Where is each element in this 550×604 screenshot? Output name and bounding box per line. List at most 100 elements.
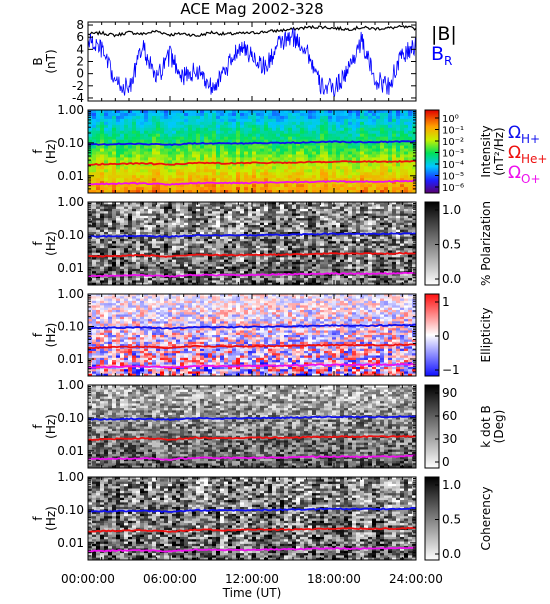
spectrogram-cell: [124, 244, 128, 247]
spectrogram-cell: [292, 267, 296, 270]
spectrogram-cell: [268, 187, 272, 190]
figure-title: ACE Mag 2002-328: [180, 0, 323, 18]
spectrogram-cell: [160, 278, 164, 281]
spectrogram-cell: [336, 214, 340, 217]
spectrogram-cell: [96, 223, 100, 226]
spectrogram-cell: [324, 184, 328, 187]
spectrogram-cell: [172, 146, 176, 149]
spectrogram-cell: [132, 211, 136, 214]
spectrogram-cell: [144, 137, 148, 140]
spectrogram-cell: [400, 128, 404, 131]
spectrogram-cell: [312, 116, 316, 119]
spectrogram-cell: [360, 134, 364, 137]
spectrogram-cell: [320, 244, 324, 247]
spectrogram-cell: [140, 244, 144, 247]
spectrogram-cell: [120, 262, 124, 265]
spectrogram-cell: [356, 227, 360, 230]
spectrogram-cell: [404, 143, 408, 146]
spectrogram-cell: [128, 154, 132, 157]
spectrogram-cell: [120, 137, 124, 140]
spectrogram-cell: [340, 218, 344, 221]
spectrogram-cell: [212, 140, 216, 143]
spectrogram-cell: [348, 218, 352, 221]
spectrogram-cell: [164, 227, 168, 230]
spectrogram-cell: [216, 125, 220, 128]
spectrogram-cell: [204, 152, 208, 155]
spectrogram-cell: [160, 230, 164, 233]
spectrogram-cell: [300, 169, 304, 172]
spectrogram-cell: [220, 230, 224, 233]
spectrogram-cell: [216, 178, 220, 181]
spectrogram-cell: [236, 237, 240, 240]
spectrogram-cell: [148, 204, 152, 207]
spectrogram-cell: [352, 204, 356, 207]
spectrogram-cell: [104, 137, 108, 140]
spectrogram-cell: [396, 163, 400, 166]
spectrogram-cell: [120, 154, 124, 157]
spectrogram-cell: [360, 241, 364, 244]
spectrogram-cell: [176, 248, 180, 251]
spectrogram-cell: [324, 163, 328, 166]
spectrogram-cell: [316, 125, 320, 128]
spectrogram-cell: [328, 131, 332, 134]
spectrogram-cell: [356, 172, 360, 175]
spectrogram-cell: [112, 211, 116, 214]
spectrogram-cell: [368, 131, 372, 134]
spectrogram-cell: [216, 187, 220, 190]
spectrogram-cell: [212, 250, 216, 253]
spectrogram-cell: [184, 149, 188, 152]
spectrogram-cell: [188, 166, 192, 169]
spectrogram-cell: [300, 187, 304, 190]
spectrogram-cell: [380, 172, 384, 175]
spectrogram-cell: [364, 204, 368, 207]
spectrogram-cell: [396, 122, 400, 125]
spectrogram-cell: [192, 214, 196, 217]
spectrogram-cell: [408, 137, 412, 140]
spectrogram-cell: [116, 149, 120, 152]
spectrogram-cell: [396, 187, 400, 190]
spectrogram-cell: [220, 232, 224, 235]
spectrogram-cell: [404, 122, 408, 125]
spectrogram-cell: [100, 267, 104, 270]
spectrogram-cell: [272, 163, 276, 166]
spectrogram-cell: [280, 152, 284, 155]
spectrogram-cell: [388, 143, 392, 146]
spectrogram-cell: [356, 131, 360, 134]
spectrogram-cell: [160, 122, 164, 125]
spectrogram-cell: [244, 214, 248, 217]
spectrogram-cell: [360, 163, 364, 166]
spectrogram-cell: [408, 146, 412, 149]
spectrogram-cell: [112, 172, 116, 175]
spectrogram-cell: [100, 116, 104, 119]
spectrogram-cell: [280, 237, 284, 240]
spectrogram-cell: [360, 113, 364, 116]
spectrogram-cell: [328, 119, 332, 122]
spectrogram-cell: [384, 125, 388, 128]
spectrogram-cell: [116, 116, 120, 119]
spectrogram-cell: [128, 246, 132, 249]
spectrogram-cell: [220, 207, 224, 210]
spectrogram-cell: [232, 157, 236, 160]
spectrogram-cell: [204, 237, 208, 240]
spectrogram-cell: [236, 211, 240, 214]
spectrogram-cell: [156, 218, 160, 221]
spectrogram-cell: [140, 178, 144, 181]
spectrogram-cell: [304, 211, 308, 214]
spectrogram-cell: [264, 184, 268, 187]
spectrogram-cell: [264, 187, 268, 190]
spectrogram-cell: [288, 211, 292, 214]
spectrogram-cell: [224, 230, 228, 233]
spectrogram-cell: [264, 241, 268, 244]
spectrogram-cell: [148, 211, 152, 214]
spectrogram-cell: [292, 260, 296, 263]
spectrogram-cell: [176, 131, 180, 134]
spectrogram-cell: [224, 246, 228, 249]
spectrogram-cell: [256, 116, 260, 119]
spectrogram-cell: [116, 230, 120, 233]
spectrogram-cell: [280, 187, 284, 190]
spectrogram-cell: [188, 214, 192, 217]
spectrogram-cell: [268, 267, 272, 270]
spectrogram-cell: [328, 204, 332, 207]
spectrogram-cell: [108, 250, 112, 253]
spectrogram-cell: [404, 149, 408, 152]
